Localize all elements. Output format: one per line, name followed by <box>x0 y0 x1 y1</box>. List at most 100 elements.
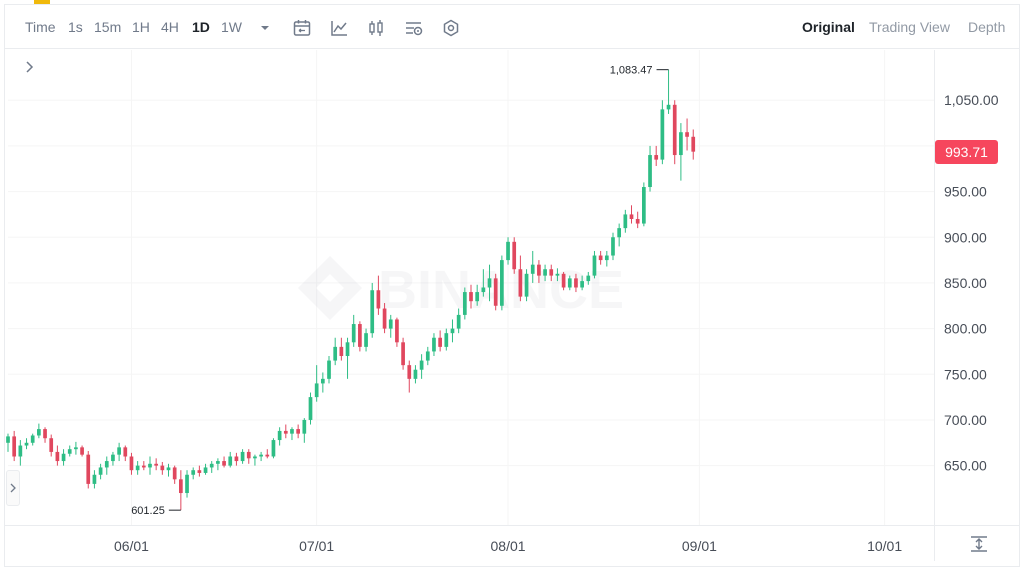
candle <box>685 118 689 151</box>
settings-hex-icon[interactable] <box>441 18 461 38</box>
candle <box>530 250 535 283</box>
candle <box>450 319 455 343</box>
candle-body <box>395 319 399 343</box>
candlestick-icon[interactable] <box>366 18 386 38</box>
candle <box>598 250 603 265</box>
candle-body <box>549 269 554 276</box>
candle-body <box>320 378 325 384</box>
candle-body <box>580 281 584 288</box>
candle-body <box>154 463 159 466</box>
calendar-range-icon[interactable] <box>292 18 312 38</box>
candle <box>179 470 183 511</box>
candle-body <box>604 255 609 261</box>
candle-body <box>98 467 103 475</box>
candle-body <box>432 337 436 352</box>
indicator-settings-icon[interactable] <box>404 18 424 38</box>
candle-body <box>617 228 622 238</box>
candle <box>617 223 622 247</box>
y-tick-label: 700.00 <box>944 412 987 428</box>
view-original-tab[interactable]: Original <box>802 19 855 35</box>
candle <box>92 470 97 489</box>
candle <box>37 423 41 439</box>
candle-body <box>407 365 412 379</box>
candle-body <box>543 269 547 276</box>
chart-grid <box>8 50 934 525</box>
candle-body <box>376 290 381 309</box>
candle-body <box>506 241 510 261</box>
candle-body <box>265 454 270 457</box>
candle <box>586 271 591 285</box>
candle <box>148 456 152 475</box>
candle <box>537 260 541 283</box>
candle <box>487 264 492 302</box>
candle <box>320 372 325 393</box>
candle-body <box>660 109 665 160</box>
candle-body <box>635 218 640 224</box>
candle <box>339 337 344 361</box>
candle <box>635 211 640 229</box>
candle <box>679 123 683 181</box>
candle-body <box>166 467 171 471</box>
candle-body <box>148 463 152 468</box>
interval-4h[interactable]: 4H <box>161 19 179 35</box>
candle <box>290 427 294 441</box>
candle <box>419 354 424 379</box>
candle-body <box>666 104 671 110</box>
fit-vertical-icon[interactable] <box>971 536 987 552</box>
interval-15m[interactable]: 15m <box>94 19 122 35</box>
candle-body <box>283 430 288 434</box>
chevron-right-small-icon <box>10 483 16 493</box>
candle-body <box>518 269 523 297</box>
candle-body <box>512 241 517 270</box>
high-price-label: 1,083.47 <box>610 65 653 77</box>
candle <box>691 129 696 160</box>
candle-body <box>524 273 529 297</box>
candle <box>481 269 486 297</box>
candle <box>216 458 220 471</box>
candle-body <box>228 456 233 466</box>
chevron-down-icon[interactable] <box>255 18 275 38</box>
candle <box>395 317 399 347</box>
candle <box>506 237 510 265</box>
interval-1s[interactable]: 1s <box>68 19 83 35</box>
candle <box>444 328 449 351</box>
candle-body <box>574 278 578 288</box>
candle-body <box>425 351 430 361</box>
candle-body <box>561 273 566 288</box>
candle-body <box>253 456 257 459</box>
candle-body <box>37 429 41 436</box>
candle-body <box>413 369 418 379</box>
candle-body <box>246 451 251 459</box>
candle <box>611 232 615 261</box>
candle-body <box>191 470 196 475</box>
interval-1d[interactable]: 1D <box>192 19 210 35</box>
candle <box>49 434 54 457</box>
candle-body <box>61 453 66 462</box>
x-tick-label: 07/01 <box>299 538 334 554</box>
interval-1w[interactable]: 1W <box>221 19 242 35</box>
expand-left-panel[interactable] <box>6 470 20 506</box>
candle <box>240 449 245 464</box>
candle <box>623 209 628 233</box>
y-tick-label: 650.00 <box>944 458 987 474</box>
view-depth-tab[interactable]: Depth <box>968 19 1006 35</box>
candle <box>654 145 659 167</box>
candle <box>104 456 109 475</box>
chevron-right-icon[interactable] <box>26 61 34 73</box>
candle-body <box>141 465 146 468</box>
candle-body <box>290 429 294 434</box>
candle <box>55 445 60 466</box>
candle <box>296 424 300 439</box>
candle-body <box>185 474 189 494</box>
candle-body <box>67 449 72 454</box>
line-chart-icon[interactable] <box>329 18 349 38</box>
candle-body <box>419 360 424 370</box>
candle-body <box>382 308 387 329</box>
interval-1h[interactable]: 1H <box>132 19 150 35</box>
candle-body <box>611 237 615 256</box>
candle <box>185 470 189 498</box>
view-trading-view-tab[interactable]: Trading View <box>869 19 950 35</box>
candle-body <box>598 255 603 261</box>
candle <box>259 451 263 462</box>
